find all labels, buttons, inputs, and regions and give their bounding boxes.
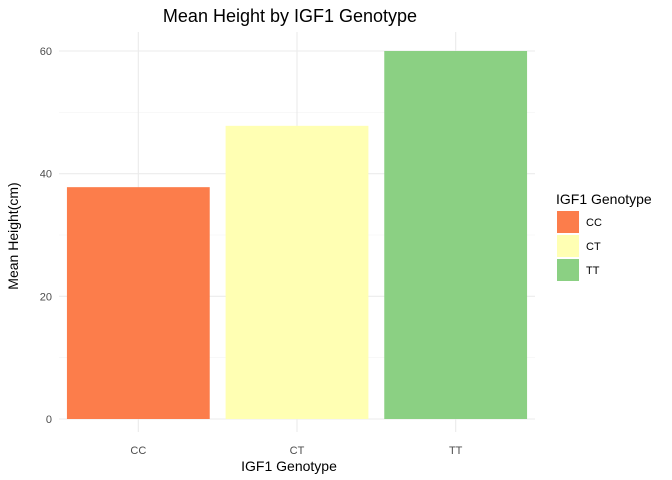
- legend-swatch-ct: [557, 235, 579, 257]
- legend: IGF1 Genotype CC CT TT: [556, 191, 652, 281]
- bar-cc: [66, 187, 210, 419]
- y-tick-label: 40: [40, 169, 52, 181]
- bars: [66, 51, 528, 420]
- y-axis-tick-labels: 0 20 40 60: [40, 46, 52, 426]
- y-tick-label: 0: [46, 414, 52, 426]
- legend-label: CT: [586, 241, 601, 253]
- x-axis-tick-labels: CC CT TT: [130, 445, 462, 457]
- y-tick-label: 60: [40, 46, 52, 58]
- legend-swatch-cc: [557, 211, 579, 233]
- bar-ct: [225, 125, 369, 420]
- y-axis-title: Mean Height(cm): [5, 182, 21, 289]
- legend-label: CC: [586, 217, 602, 229]
- legend-title: IGF1 Genotype: [556, 191, 652, 207]
- y-tick-label: 20: [40, 291, 52, 303]
- bar-tt: [384, 51, 528, 419]
- x-tick-label: CT: [290, 445, 305, 457]
- legend-label: TT: [586, 265, 600, 277]
- legend-swatch-tt: [557, 259, 579, 281]
- chart-title: Mean Height by IGF1 Genotype: [163, 6, 417, 26]
- x-tick-label: TT: [449, 445, 463, 457]
- legend-items: CC CT TT: [557, 211, 602, 281]
- x-axis-title: IGF1 Genotype: [241, 458, 337, 474]
- x-tick-label: CC: [130, 445, 146, 457]
